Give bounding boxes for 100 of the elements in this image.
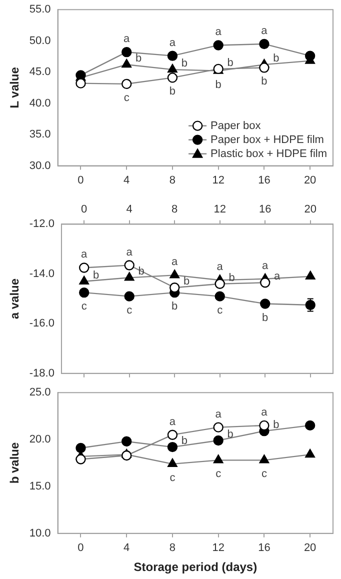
point xyxy=(304,50,316,61)
point xyxy=(167,72,178,83)
x-tick-label: 12 xyxy=(212,542,224,554)
y-tick-label: 30.0 xyxy=(29,160,51,172)
point xyxy=(168,64,178,73)
point xyxy=(304,420,316,431)
x-axis-title: Storage period (days) xyxy=(134,560,258,574)
point xyxy=(122,58,132,68)
x-tick-label: 16 xyxy=(258,174,270,186)
annotation: a xyxy=(126,246,134,258)
point xyxy=(79,287,90,298)
y-tick-label: 50.0 xyxy=(29,34,51,47)
y-tick-label: 15.0 xyxy=(29,480,51,492)
y-axis-title: b value xyxy=(8,442,22,484)
x2-tick-label: 20 xyxy=(304,204,316,216)
annotation: a xyxy=(169,36,176,49)
point xyxy=(167,430,178,440)
y-tick-label: 45.0 xyxy=(29,66,51,78)
point xyxy=(305,448,315,458)
annotation: b xyxy=(136,52,142,65)
x-tick-label: 0 xyxy=(78,542,84,554)
y-tick-label: -12.0 xyxy=(29,218,54,230)
point xyxy=(76,442,86,454)
annotation: b xyxy=(181,58,188,70)
point xyxy=(122,46,132,58)
x2-tick-label: 0 xyxy=(81,204,88,216)
x2-tick-label: 16 xyxy=(258,204,272,216)
annotation: b xyxy=(172,300,178,313)
point xyxy=(259,420,270,431)
point xyxy=(122,78,132,90)
y-tick-label: -14.0 xyxy=(29,268,54,280)
x-tick-label: 4 xyxy=(124,542,130,554)
annotation: c xyxy=(81,300,88,313)
point xyxy=(259,62,270,73)
point xyxy=(213,454,224,464)
point xyxy=(170,270,180,278)
legend-label: Paper box xyxy=(210,120,262,132)
point xyxy=(305,270,316,280)
y-tick-label: -16.0 xyxy=(29,318,54,330)
point xyxy=(259,38,270,50)
annotation: c xyxy=(170,472,176,484)
point xyxy=(170,282,180,293)
x-tick-label: 0 xyxy=(78,174,84,186)
x-tick-label: 8 xyxy=(169,542,176,554)
annotation: a xyxy=(261,406,268,418)
annotation: a xyxy=(124,33,131,46)
annotation: b xyxy=(261,76,268,88)
y-axis-title: a value xyxy=(8,278,22,320)
x2-tick-label: 12 xyxy=(214,204,226,216)
point xyxy=(214,278,225,289)
annotation: c xyxy=(126,304,133,316)
point xyxy=(260,278,270,288)
annotation: a xyxy=(262,260,270,272)
x-tick-label: 8 xyxy=(169,174,176,186)
annotation: b xyxy=(227,428,234,441)
x-tick-label: 16 xyxy=(258,542,270,554)
point xyxy=(213,435,224,446)
annotation: a xyxy=(169,416,176,428)
y-tick-label: 10.0 xyxy=(29,527,51,540)
point xyxy=(79,276,90,284)
point xyxy=(260,298,270,309)
y-tick-label: 25.0 xyxy=(29,386,51,399)
annotation: b xyxy=(181,435,188,448)
point xyxy=(124,272,134,281)
annotation: b xyxy=(215,78,222,91)
annotation: c xyxy=(261,468,268,480)
y-axis-title: L value xyxy=(8,66,22,108)
y-tick-label: 55.0 xyxy=(29,4,51,16)
point xyxy=(122,450,132,461)
annotation: b xyxy=(262,312,268,324)
x2-tick-label: 4 xyxy=(126,204,132,216)
point xyxy=(213,422,224,432)
annotation: b xyxy=(93,269,100,282)
x-tick-label: 20 xyxy=(304,542,316,554)
annotation: c xyxy=(217,304,224,316)
point xyxy=(167,50,178,61)
point xyxy=(79,262,90,273)
point xyxy=(214,291,225,302)
y-tick-label: 35.0 xyxy=(29,128,51,141)
annotation: a xyxy=(172,256,179,268)
annotation: a xyxy=(216,261,224,274)
y-tick-label: -18.0 xyxy=(29,367,54,380)
annotation: b xyxy=(169,86,176,98)
annotation: c xyxy=(124,92,130,104)
point xyxy=(168,458,178,468)
point xyxy=(124,291,134,302)
point xyxy=(167,442,178,452)
x-tick-label: 20 xyxy=(304,174,316,186)
x-tick-label: 12 xyxy=(212,174,224,186)
annotation: a xyxy=(215,26,222,38)
annotation: a xyxy=(261,24,268,37)
x-tick-label: 4 xyxy=(124,174,130,186)
point xyxy=(259,454,270,464)
legend-label: Plastic box + HDPE film xyxy=(210,148,327,160)
point xyxy=(76,454,86,464)
annotation: b xyxy=(273,419,280,432)
annotation: a xyxy=(81,248,88,261)
point xyxy=(122,436,132,447)
point xyxy=(213,40,224,50)
point xyxy=(124,260,134,270)
